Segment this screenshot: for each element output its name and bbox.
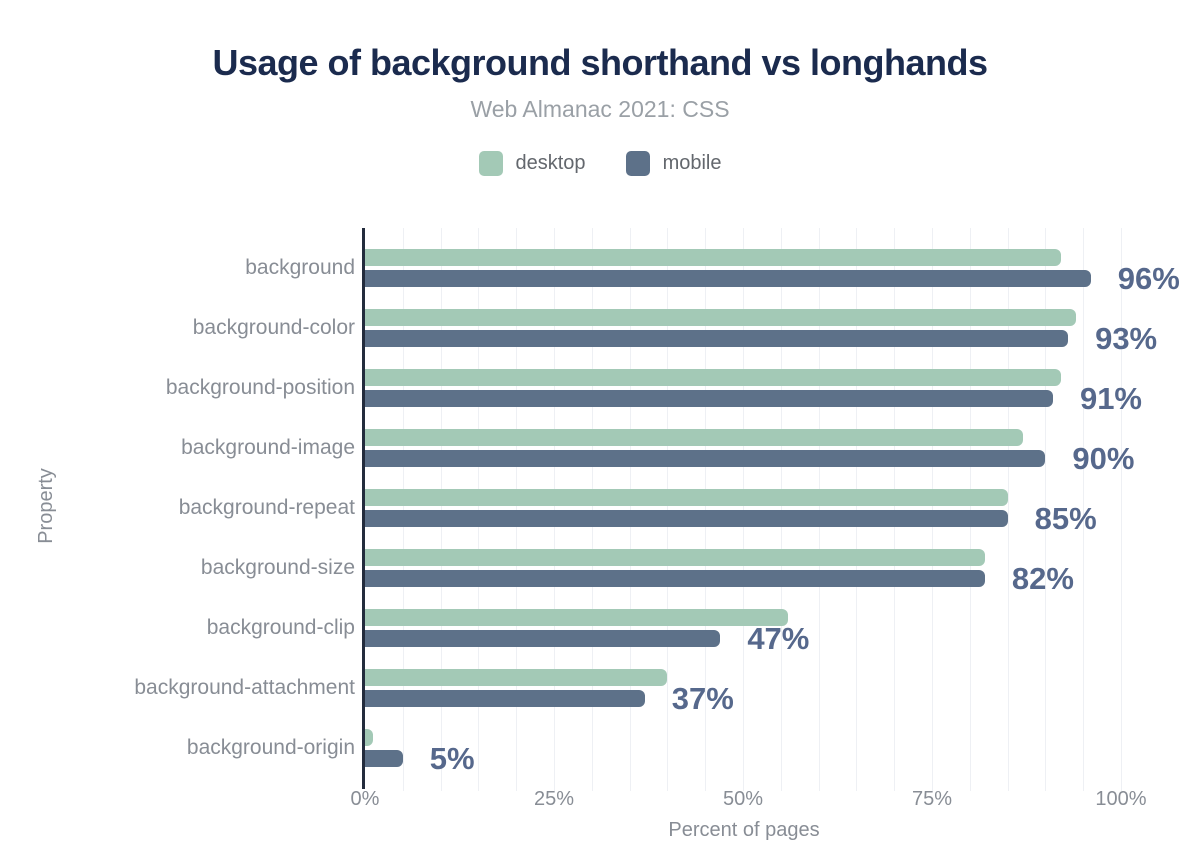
value-label: 85% [1034,500,1097,536]
bar-desktop [365,309,1076,326]
y-axis-line [362,228,365,789]
value-label: 47% [747,620,810,656]
bar-desktop [365,729,373,746]
bar-desktop [365,609,789,626]
gridline [780,228,782,791]
bar-mobile [365,450,1046,467]
bar-mobile [365,330,1069,347]
category-label: background-color [192,316,355,339]
legend-label-mobile: mobile [662,152,722,174]
gridline [554,228,555,791]
category-label: background-position [165,376,355,399]
x-axis-title: Percent of pages [668,819,820,841]
category-label: background [245,256,355,279]
gridline [591,228,593,791]
category-label: background-clip [206,616,355,639]
category-label: background-attachment [134,676,355,699]
x-tick-label: 25% [533,788,575,810]
bar-mobile [365,510,1008,527]
value-label: 93% [1095,320,1158,356]
bar-desktop [365,549,985,566]
bar-mobile [365,270,1091,287]
gridline [894,228,896,791]
bar-desktop [365,429,1023,446]
gridline [402,228,404,791]
legend-label-desktop: desktop [515,152,586,174]
gridline [629,228,631,791]
x-tick-label: 75% [911,788,953,810]
value-label: 82% [1011,560,1074,596]
bar-desktop [365,669,668,686]
legend-item-desktop: desktop [478,151,586,176]
legend-swatch-mobile-icon [625,151,650,176]
gridline [1045,228,1047,791]
category-label: background-size [200,556,355,579]
chart-subtitle: Web Almanac 2021: CSS [470,96,730,122]
bar-mobile [365,630,721,647]
gridline [440,228,442,791]
bar-mobile [365,570,985,587]
bar-mobile [365,690,645,707]
bar-desktop [365,489,1008,506]
category-label: background-repeat [178,496,355,519]
gridline [1007,228,1009,791]
gridline [478,228,480,791]
gridline [1083,228,1085,791]
gridline [932,228,933,791]
gridline [743,228,744,791]
value-label: 5% [429,740,475,776]
gridline [667,228,669,791]
chart-title: Usage of background shorthand vs longhan… [212,42,988,83]
x-tick-label: 100% [1095,788,1147,810]
gridline [969,228,971,791]
legend-swatch-desktop-icon [478,151,503,176]
bar-mobile [365,750,403,767]
bar-desktop [365,369,1061,386]
gridline [856,228,858,791]
x-tick-label: 0% [350,788,380,810]
category-label: background-image [181,436,355,459]
x-tick-label: 50% [722,788,764,810]
category-label: background-origin [186,736,355,759]
gridline [516,228,518,791]
value-label: 96% [1117,260,1180,296]
gridline [818,228,820,791]
gridline [705,228,707,791]
bar-desktop [365,249,1061,266]
bar-mobile [365,390,1053,407]
value-label: 37% [671,680,734,716]
value-label: 90% [1072,440,1135,476]
gridline [1121,228,1122,791]
value-label: 91% [1079,380,1142,416]
legend-item-mobile: mobile [625,151,722,176]
legend: desktop mobile [0,151,1200,176]
